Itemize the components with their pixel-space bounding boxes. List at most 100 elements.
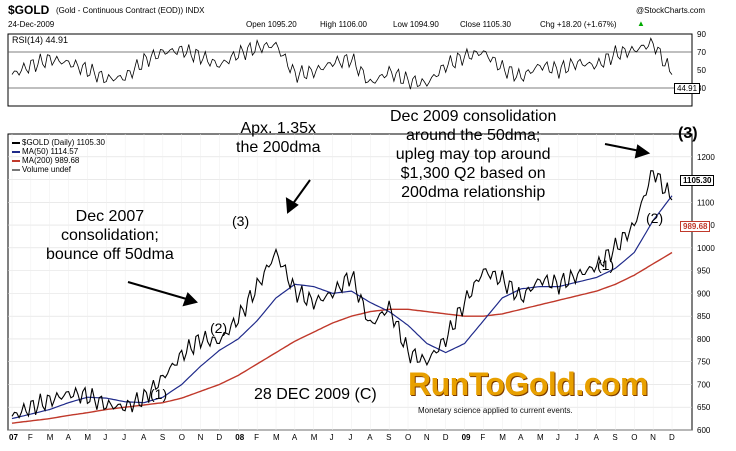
annotation-dec2009-line2: around the 50dma; [406, 127, 541, 144]
x-tick-label: A [367, 433, 373, 442]
legend-ma50: MA(50) 1114.57 [12, 147, 105, 156]
wave-label-2a: (2) [210, 320, 228, 336]
legend-ma200: MA(200) 989.68 [12, 156, 105, 165]
x-tick-label: D [669, 433, 675, 442]
price-value-tag: 1105.30 [680, 175, 715, 186]
legend-ma200-swatch [12, 159, 20, 162]
annotation-dec2007-line2: consolidation; [60, 227, 159, 244]
annotation-dec2009-line5: 200dma relationship [401, 184, 546, 201]
legend-price-label: $GOLD (Daily) 1105.30 [22, 138, 105, 147]
price-tick-label: 600 [697, 426, 711, 435]
annotation-1-35x-line2: the 200dma [236, 139, 321, 156]
price-tick-label: 800 [697, 335, 711, 344]
legend-volume-swatch [12, 168, 20, 171]
annotation-dec2007-line3: bounce off 50dma [46, 246, 174, 263]
x-tick-label: 08 [235, 433, 244, 442]
annotation-dec2009: Dec 2009 consolidation around the 50dma;… [390, 107, 556, 202]
rsi-label: RSI(14) 44.91 [12, 35, 69, 45]
rsi-frame [7, 33, 693, 107]
wave-label-2b: (2) [646, 210, 664, 226]
x-tick-label: J [122, 433, 126, 442]
arrow-dec2009-head [634, 144, 651, 159]
x-tick-label: A [66, 433, 72, 442]
x-tick-label: A [518, 433, 524, 442]
rsi-tick-label: 30 [697, 84, 706, 93]
x-tick-label: N [198, 433, 204, 442]
x-tick-label: M [499, 433, 506, 442]
arrow-1-35x-head [285, 197, 299, 214]
rsi-panel: 30 50 70 90 [7, 30, 706, 107]
legend-price: $GOLD (Daily) 1105.30 [12, 138, 105, 147]
annotation-dec2009-line1: Dec 2009 consolidation [390, 108, 557, 125]
x-tick-label: S [386, 433, 391, 442]
price-tick-label: 950 [697, 267, 711, 276]
x-tick-label: 09 [462, 433, 471, 442]
annotation-arrows [127, 143, 651, 307]
wave-label-1b: (1) [597, 257, 615, 273]
brand-tagline: Monetary science applied to current even… [418, 406, 573, 415]
price-tick-label: 900 [697, 289, 711, 298]
wave-label-1a: (1) [150, 386, 168, 402]
x-tick-label: O [405, 433, 411, 442]
price-panel: 6006507007508008509009501000105011001150… [7, 133, 715, 442]
rsi-value-tag: 44.91 [674, 83, 701, 94]
x-tick-label: J [103, 433, 107, 442]
annotation-dec2007: Dec 2007 consolidation; bounce off 50dma [46, 207, 174, 264]
wave-label-3a: (3) [232, 213, 250, 229]
close-value: Close 1105.30 [460, 20, 511, 29]
symbol-description: (Gold - Continuous Contract (EOD)) INDX [56, 6, 205, 15]
wave-label-3b: (3) [678, 125, 698, 142]
rsi-tick-label: 70 [697, 48, 706, 57]
arrow-dec2009 [604, 143, 641, 152]
legend-ma50-swatch [12, 150, 20, 153]
legend-ma50-label: MA(50) 1114.57 [22, 147, 79, 156]
x-tick-label: D [216, 433, 222, 442]
brand-logo: RunToGold.com [408, 366, 648, 402]
x-tick-label: O [179, 433, 185, 442]
x-tick-label: M [47, 433, 54, 442]
x-tick-label: M [537, 433, 544, 442]
x-tick-label: N [650, 433, 656, 442]
legend-ma200-label: MA(200) 989.68 [22, 156, 80, 165]
x-tick-label: J [556, 433, 560, 442]
x-tick-label: M [84, 433, 91, 442]
x-tick-label: M [311, 433, 318, 442]
x-tick-label: O [631, 433, 637, 442]
annotation-1-35x: Apx. 1.35x the 200dma [236, 119, 321, 157]
rsi-tick-label: 90 [697, 30, 706, 39]
annotation-dec2009-line3: upleg may top around [395, 146, 551, 163]
low-value: Low 1094.90 [393, 20, 439, 29]
price-tick-label: 1100 [697, 198, 715, 207]
legend-price-swatch [12, 141, 20, 144]
x-tick-label: S [612, 433, 617, 442]
x-tick-label: M [273, 433, 280, 442]
x-tick-label: F [254, 433, 259, 442]
price-tick-label: 850 [697, 312, 711, 321]
x-tick-label: F [480, 433, 485, 442]
x-tick-label: J [330, 433, 334, 442]
x-tick-label: A [594, 433, 600, 442]
x-tick-label: D [443, 433, 449, 442]
x-tick-label: J [575, 433, 579, 442]
arrow-dec2007 [127, 281, 191, 301]
price-tick-label: 1000 [697, 244, 715, 253]
price-legend: $GOLD (Daily) 1105.30 MA(50) 1114.57 MA(… [12, 138, 105, 174]
source-credit: @StockCharts.com [636, 6, 706, 15]
price-tick-label: 650 [697, 403, 711, 412]
price-tick-label: 1200 [697, 153, 715, 162]
price-line [11, 170, 673, 419]
x-tick-label: N [424, 433, 430, 442]
x-tick-label: A [141, 433, 147, 442]
chart-date: 24-Dec-2009 [8, 20, 55, 29]
x-tick-label: 07 [9, 433, 18, 442]
symbol-title: $GOLD [8, 3, 50, 17]
price-tick-label: 750 [697, 358, 711, 367]
change-value: Chg +18.20 (+1.67%) [540, 20, 617, 29]
legend-volume: Volume undef [12, 165, 105, 174]
price-tick-label: 700 [697, 380, 711, 389]
x-tick-label: J [348, 433, 352, 442]
arrow-dec2007-head [182, 292, 198, 307]
annotation-1-35x-line1: Apx. 1.35x [240, 120, 317, 137]
x-tick-label: F [28, 433, 33, 442]
x-tick-label: A [292, 433, 298, 442]
